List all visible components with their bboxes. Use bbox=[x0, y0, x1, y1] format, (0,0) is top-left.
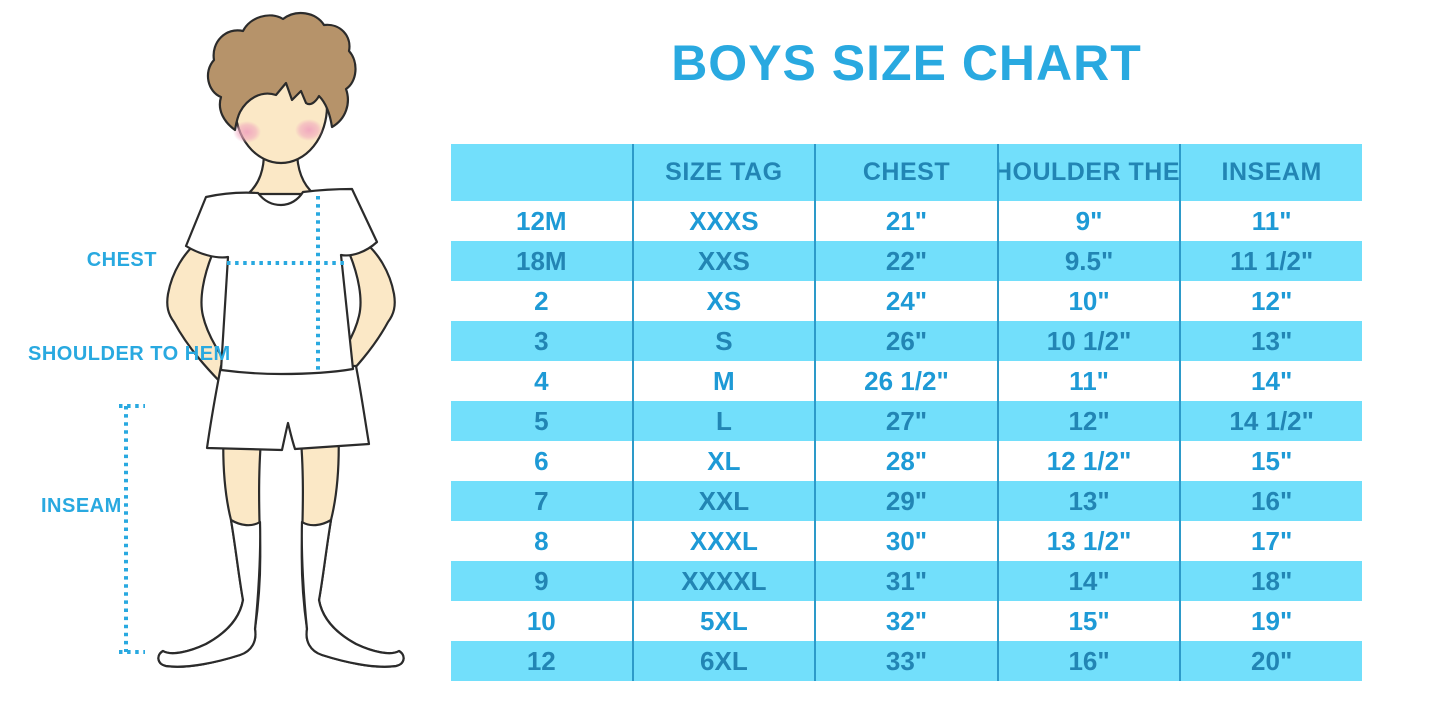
cell-chest: 32" bbox=[816, 601, 999, 641]
cell-tag: XXS bbox=[634, 241, 817, 281]
table-row: 4 M 26 1/2" 11" 14" bbox=[451, 361, 1362, 401]
inseam-label: INSEAM bbox=[41, 495, 122, 517]
cell-shoulder: 9.5" bbox=[999, 241, 1182, 281]
size-table: SIZE TAG CHEST SHOULDER THEM INSEAM 12M … bbox=[451, 144, 1362, 681]
cell-size: 7 bbox=[451, 481, 634, 521]
cell-chest: 22" bbox=[816, 241, 999, 281]
cell-chest: 28" bbox=[816, 441, 999, 481]
shoulder-to-hem-label: SHOULDER TO HEM bbox=[28, 343, 231, 365]
table-row: 18M XXS 22" 9.5" 11 1/2" bbox=[451, 241, 1362, 281]
shirt bbox=[184, 187, 379, 376]
cell-inseam: 14 1/2" bbox=[1229, 405, 1314, 436]
left-sock bbox=[157, 518, 262, 668]
cell-chest: 21" bbox=[816, 201, 999, 241]
cell-size: 10 bbox=[451, 601, 634, 641]
cell-chest: 26" bbox=[816, 321, 999, 361]
cell-size: 12M bbox=[451, 201, 634, 241]
cell-inseam: 13" bbox=[1251, 325, 1293, 356]
cell-shoulder: 13" bbox=[999, 481, 1182, 521]
shorts bbox=[205, 364, 371, 452]
table-row: 12 6XL 33" 16" 20" bbox=[451, 641, 1362, 681]
cell-size: 2 bbox=[451, 281, 634, 321]
cell-shoulder: 9" bbox=[999, 201, 1182, 241]
cell-chest: 31" bbox=[816, 561, 999, 601]
blush-right bbox=[295, 119, 323, 141]
table-header-row: SIZE TAG CHEST SHOULDER THEM INSEAM bbox=[451, 144, 1362, 201]
cell-shoulder: 10" bbox=[999, 281, 1182, 321]
cell-inseam: 18" bbox=[1251, 565, 1293, 596]
cell-tag: M bbox=[634, 361, 817, 401]
cell-size: 12 bbox=[451, 641, 634, 681]
cell-size: 6 bbox=[451, 441, 634, 481]
cell-inseam: 16" bbox=[1251, 485, 1293, 516]
header-cell-inseam: INSEAM bbox=[1221, 158, 1322, 186]
table-row: 2 XS 24" 10" 12" bbox=[451, 281, 1362, 321]
cell-inseam: 17" bbox=[1251, 525, 1293, 556]
cell-chest: 24" bbox=[816, 281, 999, 321]
boy-illustration bbox=[119, 11, 405, 668]
header-cell-size-tag: SIZE TAG bbox=[634, 144, 817, 201]
cell-shoulder: 12 1/2" bbox=[999, 441, 1182, 481]
cell-shoulder: 10 1/2" bbox=[999, 321, 1182, 361]
cell-tag: XXXXL bbox=[634, 561, 817, 601]
left-arm bbox=[166, 238, 248, 400]
cell-shoulder: 11" bbox=[999, 361, 1182, 401]
cell-tag: XXL bbox=[634, 481, 817, 521]
cell-tag: 5XL bbox=[634, 601, 817, 641]
cell-chest: 26 1/2" bbox=[816, 361, 999, 401]
cell-shoulder: 15" bbox=[999, 601, 1182, 641]
cell-tag: XXXS bbox=[634, 201, 817, 241]
cell-chest: 30" bbox=[816, 521, 999, 561]
cell-chest: 29" bbox=[816, 481, 999, 521]
right-sock bbox=[300, 518, 405, 668]
cell-tag: XXXL bbox=[634, 521, 817, 561]
table-row: 10 5XL 32" 15" 19" bbox=[451, 601, 1362, 641]
cell-shoulder: 12" bbox=[999, 401, 1182, 441]
table-row: 7 XXL 29" 13" 16" bbox=[451, 481, 1362, 521]
table-row: 12M XXXS 21" 9" 11" bbox=[451, 201, 1362, 241]
cell-size: 5 bbox=[451, 401, 634, 441]
cell-inseam: 19" bbox=[1251, 605, 1293, 636]
cell-size: 3 bbox=[451, 321, 634, 361]
cell-tag: 6XL bbox=[634, 641, 817, 681]
cell-inseam: 15" bbox=[1251, 445, 1293, 476]
header-cell-shoulder: SHOULDER THEM bbox=[999, 144, 1182, 201]
table-row: 3 S 26" 10 1/2" 13" bbox=[451, 321, 1362, 361]
cell-inseam: 14" bbox=[1251, 365, 1293, 396]
table-row: 8 XXXL 30" 13 1/2" 17" bbox=[451, 521, 1362, 561]
table-row: 6 XL 28" 12 1/2" 15" bbox=[451, 441, 1362, 481]
cell-size: 4 bbox=[451, 361, 634, 401]
table-row: 5 L 27" 12" 14 1/2" bbox=[451, 401, 1362, 441]
cell-tag: L bbox=[634, 401, 817, 441]
cell-inseam: 12" bbox=[1251, 285, 1293, 316]
cell-shoulder: 13 1/2" bbox=[999, 521, 1182, 561]
cell-size: 9 bbox=[451, 561, 634, 601]
cell-shoulder: 14" bbox=[999, 561, 1182, 601]
cell-tag: XS bbox=[634, 281, 817, 321]
page-title: BOYS SIZE CHART bbox=[671, 35, 1142, 91]
cell-chest: 33" bbox=[816, 641, 999, 681]
header-cell-chest: CHEST bbox=[816, 144, 999, 201]
hair bbox=[206, 11, 357, 132]
table-row: 9 XXXXL 31" 14" 18" bbox=[451, 561, 1362, 601]
header-cell-blank bbox=[451, 144, 634, 201]
chest-label: CHEST bbox=[86, 249, 157, 271]
cell-tag: XL bbox=[634, 441, 817, 481]
cell-size: 18M bbox=[451, 241, 634, 281]
cell-size: 8 bbox=[451, 521, 634, 561]
cell-tag: S bbox=[634, 321, 817, 361]
cell-inseam: 11" bbox=[1251, 205, 1292, 236]
blush-left bbox=[233, 121, 261, 143]
cell-inseam: 20" bbox=[1251, 645, 1293, 676]
cell-chest: 27" bbox=[816, 401, 999, 441]
cell-shoulder: 16" bbox=[999, 641, 1182, 681]
cell-inseam: 11 1/2" bbox=[1230, 245, 1314, 276]
